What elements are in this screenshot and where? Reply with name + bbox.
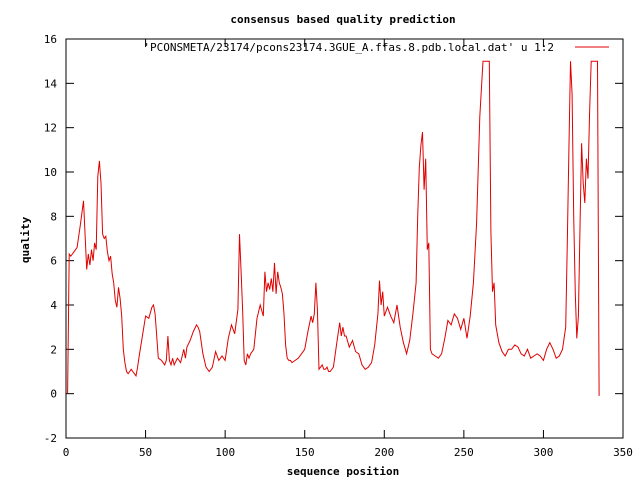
chart-title: consensus based quality prediction	[230, 13, 455, 26]
x-tick-label: 350	[613, 446, 633, 459]
x-tick-label: 0	[63, 446, 70, 459]
y-tick-label: 16	[44, 33, 57, 46]
plot-frame	[65, 38, 624, 439]
x-tick-label: 100	[215, 446, 235, 459]
x-tick-label: 300	[533, 446, 553, 459]
axis-ticks: 0 50 100 150 200 250 300 350 -2 0 2 4 6 8 10 12 14 16	[44, 33, 633, 459]
y-tick-label: 12	[44, 122, 57, 135]
y-tick-label: 2	[50, 343, 57, 356]
x-tick-label: 150	[295, 446, 315, 459]
y-tick-label: -2	[44, 432, 57, 445]
y-tick-label: 6	[50, 255, 57, 268]
y-axis-label: quality	[19, 216, 32, 263]
x-tick-label: 50	[139, 446, 152, 459]
legend: 'PCONSMETA/23174/pcons23174.3GUE_A.ffas.…	[143, 41, 609, 54]
x-axis-label: sequence position	[287, 465, 400, 478]
y-tick-label: 4	[50, 299, 57, 312]
legend-label: 'PCONSMETA/23174/pcons23174.3GUE_A.ffas.…	[143, 41, 554, 54]
y-tick-label: 14	[44, 77, 58, 90]
x-tick-label: 200	[374, 446, 394, 459]
y-tick-label: 10	[44, 166, 57, 179]
series-line	[67, 60, 600, 396]
y-tick-label: 0	[50, 388, 57, 401]
x-tick-label: 250	[454, 446, 474, 459]
y-tick-label: 8	[50, 210, 57, 223]
